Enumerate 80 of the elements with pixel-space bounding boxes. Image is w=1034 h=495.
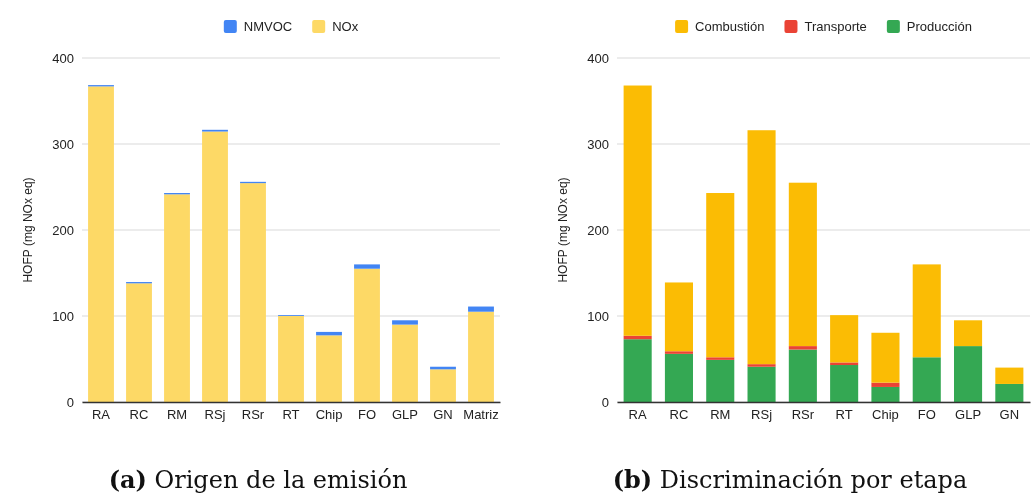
bar [354,264,380,269]
x-tick-label: RSr [241,407,265,423]
bar [747,130,776,365]
y-tick-label: 100 [587,308,609,324]
bar [830,315,859,363]
x-tick-label: GLP [391,407,419,423]
x-tick-label: GN [433,407,453,423]
legend-label: NOx [332,19,359,34]
bar [995,383,1024,402]
bar [664,282,693,352]
y-tick-label: 300 [587,136,609,152]
x-tick-label: RSj [204,407,226,423]
bar [623,85,652,336]
bar [240,183,266,402]
bar [871,386,900,402]
bar [316,335,342,402]
bar [126,283,152,402]
text: (a) Origen de la emisión [108,465,408,494]
bar [430,369,456,402]
x-tick-label: RT [282,407,300,423]
x-tick-label: GN [999,407,1020,423]
y-tick-label: 200 [52,222,74,238]
y-axis-title: HOFP (mg NOx eq) [21,177,35,283]
x-tick-label: GLP [955,407,982,423]
bar [830,365,859,402]
bar [912,264,941,358]
x-tick-label: Chip [315,407,343,423]
x-tick-label: RA [628,407,648,423]
bar [468,306,494,312]
bar [164,194,190,402]
bar [954,346,983,402]
legend-label: NMVOC [243,19,293,34]
y-tick-label: 0 [601,394,609,410]
bar [278,316,304,402]
bar [747,366,776,402]
legend-label: Combustión [695,19,765,34]
bar [912,357,941,402]
bar [392,320,418,325]
bar [706,359,735,402]
x-tick-label: RSj [751,407,773,423]
x-tick-label: Chip [872,407,899,423]
x-tick-label: RC [129,407,149,423]
y-tick-label: 0 [66,394,74,410]
bar [954,320,983,347]
bar [88,86,114,402]
y-axis-title: HOFP (mg NOx eq) [556,177,570,283]
bar [747,364,776,367]
x-tick-label: RA [91,407,111,423]
text: (b) Discriminación por etapa [612,465,968,494]
bar [468,311,494,402]
bar [706,357,735,360]
bar [392,324,418,402]
bar [706,193,735,358]
bar [871,382,900,387]
x-tick-label: RSr [791,407,815,423]
x-tick-label: RT [835,407,853,423]
legend-label: Transporte [804,19,867,34]
bar [788,182,817,347]
x-tick-label: FO [917,407,936,423]
x-tick-label: RC [669,407,689,423]
bar [664,353,693,402]
bar [871,332,900,383]
y-tick-label: 400 [587,50,609,66]
x-tick-label: RM [710,407,731,423]
y-tick-label: 400 [52,50,74,66]
bar [788,349,817,402]
bar [830,362,859,366]
y-tick-label: 300 [52,136,74,152]
y-tick-label: 200 [587,222,609,238]
legend-label: Producción [906,19,972,34]
x-tick-label: RM [166,407,188,423]
bar [202,131,228,402]
y-tick-label: 100 [52,308,74,324]
bar [995,367,1024,384]
bar [788,346,817,350]
bar [354,268,380,402]
bar [664,351,693,354]
bar [623,339,652,402]
x-tick-label: FO [357,407,377,423]
x-tick-label: Matriz [463,407,499,423]
